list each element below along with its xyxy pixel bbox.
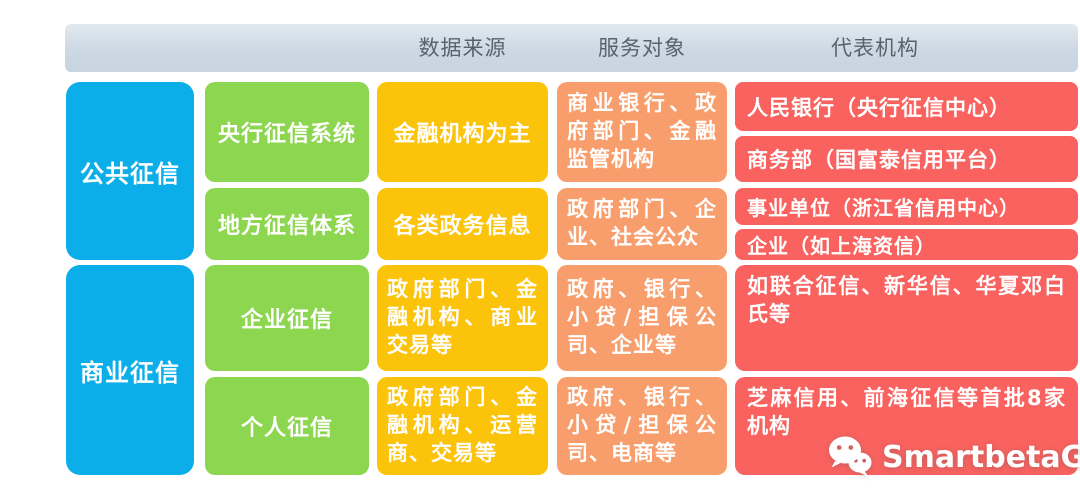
system-box-local-credit: 地方征信体系 [205, 188, 369, 260]
watermark-brand-text: SmartbetaGo [882, 439, 1080, 475]
service-target-box-row3: 政府、银行、小贷/担保公司、企业等 [557, 265, 727, 371]
watermark: SmartbetaGo [826, 433, 1080, 481]
data-source-box-row2: 各类政务信息 [377, 188, 548, 260]
service-target-box-row1: 商业银行、政府部门、金融监管机构 [557, 82, 727, 182]
system-box-personal-credit: 个人征信 [205, 377, 369, 475]
category-box-commercial-credit: 商业征信 [66, 265, 194, 475]
representative-box-pboc: 人民银行（央行征信中心） [735, 82, 1078, 131]
data-source-box-row3: 政府部门、金融机构、商业交易等 [377, 265, 548, 371]
representative-box-enterprise: 企业（如上海资信） [735, 229, 1078, 260]
representative-box-enterprise-credit-firms: 如联合征信、新华信、华夏邓白氏等 [735, 265, 1078, 371]
data-source-box-row4: 政府部门、金融机构、运营商、交易等 [377, 377, 548, 475]
data-source-box-row1: 金融机构为主 [377, 82, 548, 182]
header-bar [65, 24, 1078, 72]
wechat-icon [826, 433, 874, 481]
header-service-target: 服务对象 [598, 36, 686, 60]
representative-box-mofcom: 商务部（国富泰信用平台） [735, 136, 1078, 182]
header-data-source: 数据来源 [418, 36, 507, 60]
service-target-box-row2: 政府部门、企业、社会公众 [557, 188, 727, 260]
representative-box-public-institution: 事业单位（浙江省信用中心） [735, 188, 1078, 225]
representative-box-personal-credit-firms: 芝麻信用、前海征信等首批8家机构 [735, 377, 1078, 475]
service-target-box-row4: 政府、银行、小贷/担保公司、电商等 [557, 377, 727, 475]
system-box-central-bank: 央行征信系统 [205, 82, 369, 182]
system-box-enterprise-credit: 企业征信 [205, 265, 369, 371]
header-representative: 代表机构 [831, 36, 919, 60]
category-box-public-credit: 公共征信 [66, 82, 194, 260]
